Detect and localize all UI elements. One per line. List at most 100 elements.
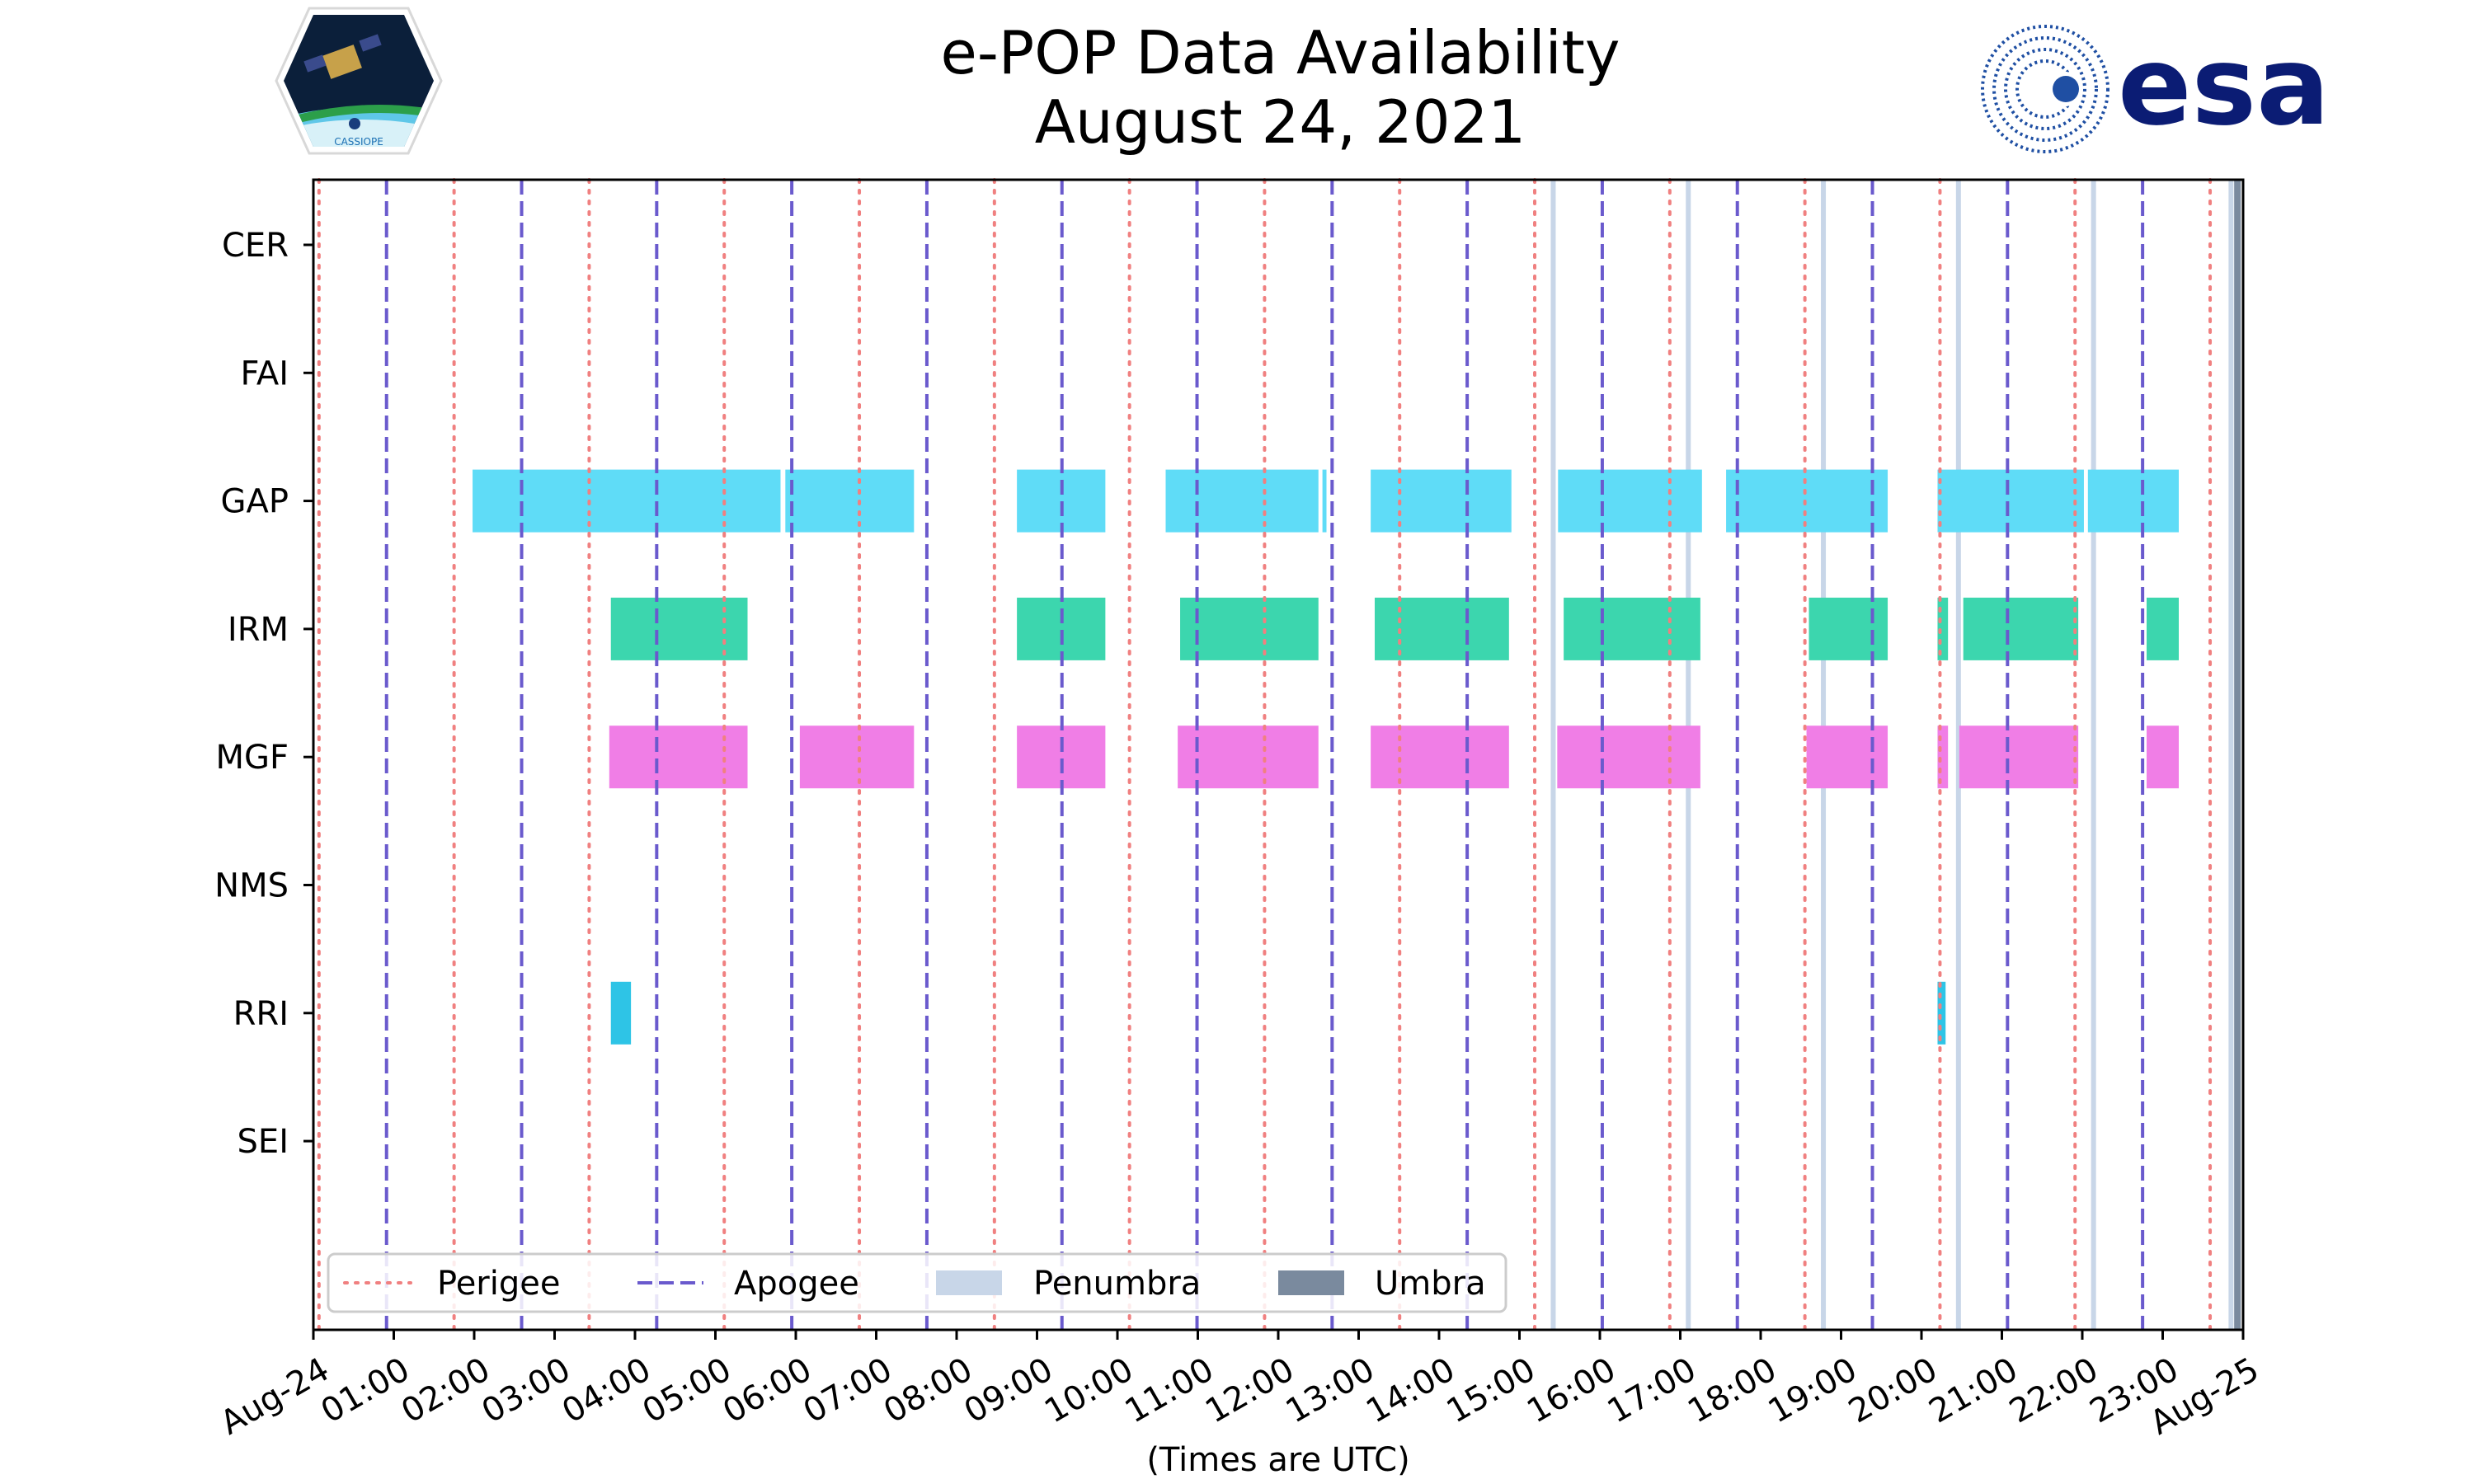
legend-penumbra-label: Penumbra [1033,1265,1201,1303]
x-tick-label-2: 02:00 [395,1350,496,1430]
x-tick-label-22: 22:00 [2003,1350,2105,1430]
penumbra-band-4 [2091,180,2096,1330]
x-tick-label-20: 20:00 [1842,1350,1944,1430]
bar-irm-5 [1808,597,1888,660]
esa-logo-text: esa [2118,23,2330,150]
x-tick-label-11: 11:00 [1119,1350,1221,1430]
legend-penumbra-swatch [936,1270,1002,1295]
esa-logo: esa [1981,23,2330,153]
legend-apogee-label: Apogee [734,1265,859,1303]
x-tick-label-17: 17:00 [1602,1350,1703,1430]
x-tick-label-10: 10:00 [1038,1350,1140,1430]
y-label-nms: NMS [214,867,289,905]
x-tick-label-group-4: 04:00 [556,1350,657,1430]
x-tick-label-group-10: 10:00 [1038,1350,1140,1430]
esa-swirl-icon [1981,25,2109,153]
bar-irm-0 [610,597,748,660]
x-tick-label-7: 07:00 [797,1350,899,1430]
x-tick-label-19: 19:00 [1762,1350,1864,1430]
legend-umbra-label: Umbra [1375,1265,1486,1303]
penumbra-band-5 [2228,180,2234,1330]
x-tick-label-group-21: 21:00 [1923,1350,2025,1430]
umbra-band-0 [2234,180,2241,1330]
legend: Perigee Apogee Penumbra Umbra [327,1252,1507,1313]
x-tick-label-group-16: 16:00 [1521,1350,1622,1430]
y-label-mgf: MGF [215,739,289,777]
bar-gap-4 [1322,469,1327,533]
x-tick-label-4: 04:00 [556,1350,657,1430]
x-tick-label-group-1: 01:00 [315,1350,416,1430]
bar-rri-1 [1937,981,1946,1045]
x-tick-label-group-18: 18:00 [1681,1350,1783,1430]
x-tick-label-group-2: 02:00 [395,1350,496,1430]
bar-gap-6 [1558,469,1702,533]
bar-mgf-9 [2147,726,2179,789]
x-tick-label-group-12: 12:00 [1199,1350,1300,1430]
x-axis: Aug-2401:0002:0003:0004:0005:0006:0007:0… [214,1330,2265,1443]
x-tick-label-18: 18:00 [1681,1350,1783,1430]
x-tick-label-12: 12:00 [1199,1350,1300,1430]
x-tick-label-8: 08:00 [877,1350,979,1430]
x-tick-label-group-15: 15:00 [1441,1350,1542,1430]
bar-irm-4 [1564,597,1700,660]
title-line-1: e-POP Data Availability [940,18,1620,87]
x-tick-label-13: 13:00 [1280,1350,1381,1430]
x-tick-label-group-6: 06:00 [717,1350,818,1430]
bar-rri-0 [610,981,632,1045]
bar-gap-7 [1726,469,1888,533]
bar-gap-9 [2087,469,2179,533]
x-tick-label-group-5: 05:00 [637,1350,738,1430]
bar-mgf-4 [1371,726,1509,789]
x-axis-label: (Times are UTC) [1146,1441,1409,1479]
penumbra-band-0 [1550,180,1556,1330]
chart-title: e-POP Data Availability August 24, 2021 [0,18,2474,157]
x-tick-label-1: 01:00 [315,1350,416,1430]
x-tick-label-group-3: 03:00 [476,1350,577,1430]
bar-gap-1 [785,469,915,533]
bar-irm-3 [1375,597,1509,660]
bar-gap-5 [1371,469,1512,533]
x-tick-label-9: 09:00 [958,1350,1060,1430]
legend-box [327,1252,1507,1313]
x-tick-label-group-7: 07:00 [797,1350,899,1430]
x-tick-label-group-13: 13:00 [1280,1350,1381,1430]
bar-irm-7 [1963,597,2079,660]
bar-mgf-1 [799,726,915,789]
y-label-gap: GAP [221,483,289,521]
x-tick-label-5: 05:00 [637,1350,738,1430]
x-tick-label-group-8: 08:00 [877,1350,979,1430]
x-tick-label-group-14: 14:00 [1360,1350,1461,1430]
legend-umbra-swatch [1278,1270,1344,1295]
x-tick-label-15: 15:00 [1441,1350,1542,1430]
y-label-irm: IRM [228,611,289,649]
bar-mgf-5 [1557,726,1700,789]
x-tick-label-6: 06:00 [717,1350,818,1430]
bar-irm-8 [2147,597,2179,660]
penumbra-band-3 [1955,180,1961,1330]
x-tick-label-group-22: 22:00 [2003,1350,2105,1430]
legend-perigee-label: Perigee [437,1265,560,1303]
x-tick-label-group-17: 17:00 [1602,1350,1703,1430]
bar-gap-0 [473,469,781,533]
cassiope-logo-text: CASSIOPE [334,136,383,148]
y-label-cer: CER [222,227,289,265]
bar-gap-8 [1937,469,2084,533]
x-tick-label-3: 03:00 [476,1350,577,1430]
x-tick-label-21: 21:00 [1923,1350,2025,1430]
title-line-2: August 24, 2021 [1034,87,1526,157]
bar-mgf-6 [1806,726,1888,789]
bar-irm-2 [1180,597,1319,660]
y-label-sei: SEI [238,1123,289,1161]
bar-irm-1 [1017,597,1106,660]
x-tick-label-group-20: 20:00 [1842,1350,1944,1430]
x-tick-label-group-11: 11:00 [1119,1350,1221,1430]
bar-mgf-2 [1017,726,1106,789]
x-tick-label-group-9: 09:00 [958,1350,1060,1430]
orbit-lines [317,178,2213,1331]
y-label-rri: RRI [233,995,289,1033]
y-axis: CER FAI GAP IRM MGF NMS RRI SEI [214,227,313,1161]
bar-gap-3 [1165,469,1319,533]
x-tick-label-16: 16:00 [1521,1350,1622,1430]
x-tick-label-group-19: 19:00 [1762,1350,1864,1430]
